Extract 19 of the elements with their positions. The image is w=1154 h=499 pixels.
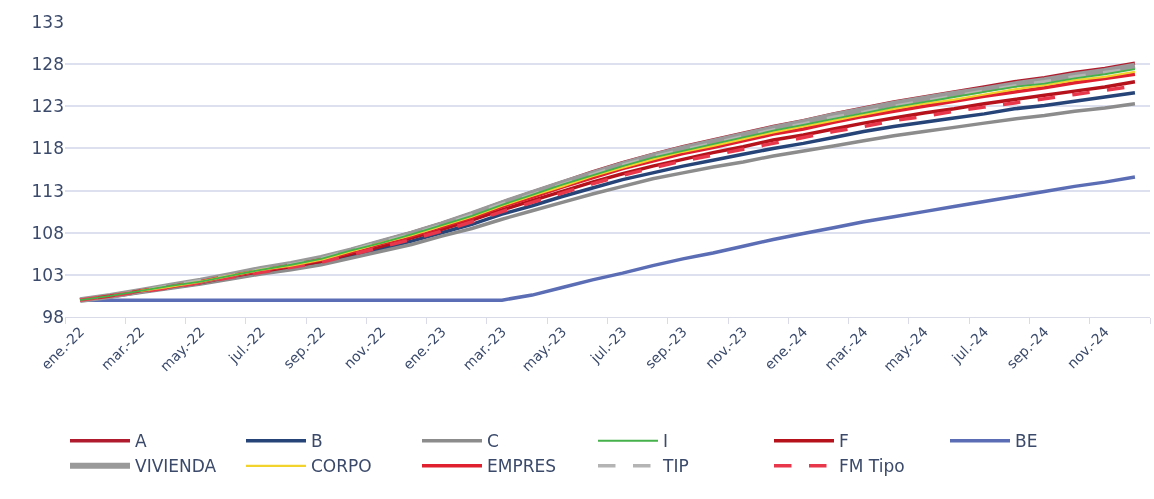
y-tick-label: 133: [31, 11, 64, 32]
y-tick-label: 118: [31, 138, 64, 159]
y-tick-label: 113: [31, 180, 64, 201]
legend-label: F: [839, 431, 849, 452]
y-tick-label: 98: [42, 306, 64, 327]
y-tick-label: 108: [31, 222, 64, 243]
legend-label: VIVIENDA: [135, 456, 217, 477]
legend-label: C: [487, 431, 499, 452]
y-tick-label: 123: [31, 96, 64, 117]
legend-label: TIP: [662, 456, 689, 477]
y-tick-label: 103: [31, 264, 64, 285]
legend-label: FM Tipo: [839, 456, 905, 477]
legend-label: B: [311, 431, 323, 452]
y-tick-label: 128: [31, 54, 64, 75]
legend-label: CORPO: [311, 456, 372, 477]
legend-label: A: [135, 431, 147, 452]
legend-label: BE: [1015, 431, 1038, 452]
legend-label: I: [663, 431, 669, 452]
legend-label: EMPRES: [487, 456, 557, 477]
